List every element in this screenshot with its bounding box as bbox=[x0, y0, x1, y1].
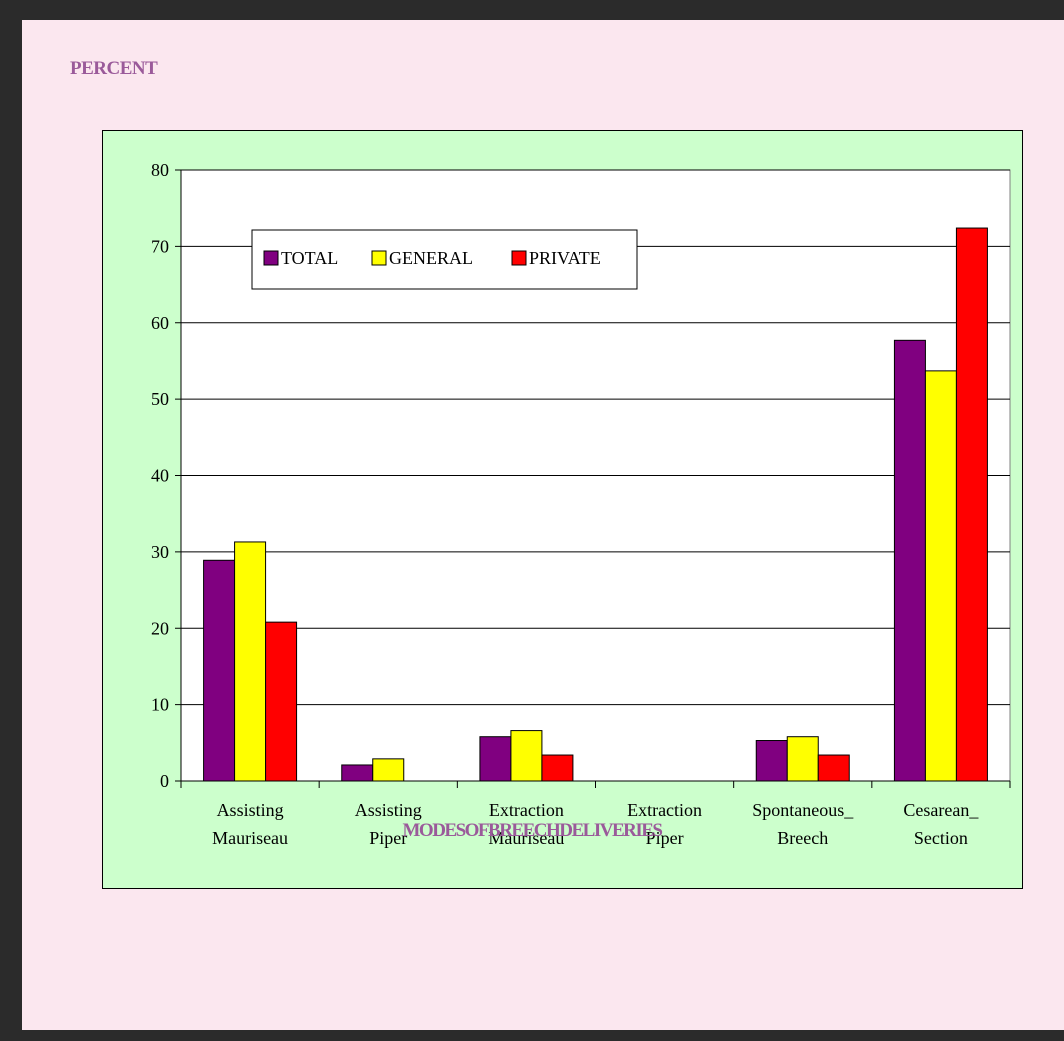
y-tick-label: 30 bbox=[151, 542, 169, 562]
y-tick-label: 0 bbox=[160, 771, 169, 791]
chart-area: 0 10 20 30 40 50 60 70 80 Assisting Mauriseau Assi… bbox=[102, 130, 1023, 889]
legend-label: TOTAL bbox=[281, 248, 338, 268]
bar-private bbox=[265, 621, 298, 782]
bar-private bbox=[541, 754, 574, 782]
y-axis: 0 10 20 30 40 50 60 70 80 bbox=[151, 160, 182, 791]
x-tick-label: Extraction Mauriseau bbox=[488, 800, 564, 848]
bars bbox=[203, 227, 988, 782]
y-tick-label: 50 bbox=[151, 389, 169, 409]
y-tick-label: 40 bbox=[151, 466, 169, 486]
bar-general bbox=[372, 758, 405, 782]
bar-general bbox=[924, 370, 957, 782]
x-axis: Assisting Mauriseau Assisting Piper Extracti… bbox=[180, 780, 1011, 848]
legend-label: GENERAL bbox=[389, 248, 473, 268]
bar-general bbox=[234, 541, 267, 782]
legend-swatch bbox=[371, 250, 387, 266]
legend-label: PRIVATE bbox=[529, 248, 601, 268]
bar-total bbox=[479, 736, 512, 782]
y-tick-label: 20 bbox=[151, 618, 169, 638]
y-tick-label: 70 bbox=[151, 236, 169, 256]
bar-total bbox=[893, 339, 926, 782]
bar-general bbox=[510, 730, 543, 782]
bar-total bbox=[203, 559, 236, 782]
x-tick-label: Cesarean_ Section bbox=[903, 800, 979, 848]
legend-swatch bbox=[263, 250, 279, 266]
x-tick-label: Assisting Mauriseau bbox=[212, 800, 288, 848]
y-tick-label: 10 bbox=[151, 695, 169, 715]
bar-private bbox=[817, 754, 850, 782]
bar-total bbox=[341, 764, 374, 782]
bar-general bbox=[786, 736, 819, 782]
y-axis-title: PERCENT bbox=[70, 58, 158, 79]
x-tick-label: Assisting Piper bbox=[355, 800, 422, 848]
legend: TOTAL GENERAL PRIVATE bbox=[251, 229, 638, 290]
y-tick-label: 60 bbox=[151, 313, 169, 333]
legend-box bbox=[251, 229, 638, 290]
bar-private bbox=[955, 227, 988, 782]
x-tick-label: Spontaneous_ Breech bbox=[752, 800, 854, 848]
chart-panel: 0 10 20 30 40 50 60 70 80 Assisting Mauriseau Assi… bbox=[22, 20, 1064, 1030]
y-tick-label: 80 bbox=[151, 160, 169, 180]
x-axis-title: MODESOFBREECHDELIVERIES bbox=[402, 820, 663, 841]
bar-total bbox=[755, 740, 788, 782]
legend-swatch bbox=[511, 250, 527, 266]
x-tick-label: Extraction Piper bbox=[627, 800, 702, 848]
